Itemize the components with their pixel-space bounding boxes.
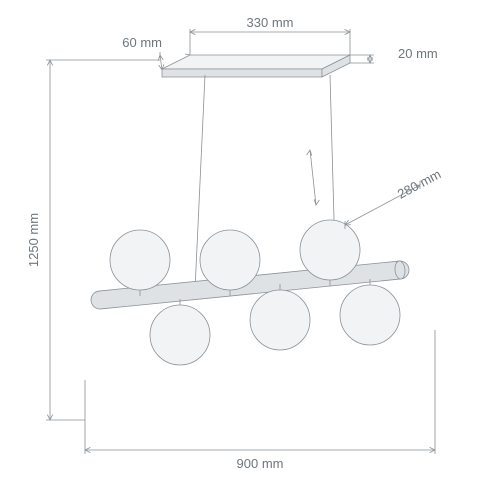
- label-width: 900 mm: [237, 456, 284, 471]
- label-plate-depth: 60 mm: [122, 35, 162, 50]
- label-plate-width: 330 mm: [247, 15, 294, 30]
- sphere: [110, 230, 170, 290]
- label-height: 1250 mm: [26, 213, 41, 267]
- sphere: [250, 290, 310, 350]
- ceiling-plate-top: [162, 55, 350, 69]
- sphere: [340, 285, 400, 345]
- ceiling-plate-front: [162, 69, 322, 77]
- sphere: [300, 220, 360, 280]
- sphere: [150, 305, 210, 365]
- label-plate-height: 20 mm: [398, 46, 438, 61]
- sphere: [200, 230, 260, 290]
